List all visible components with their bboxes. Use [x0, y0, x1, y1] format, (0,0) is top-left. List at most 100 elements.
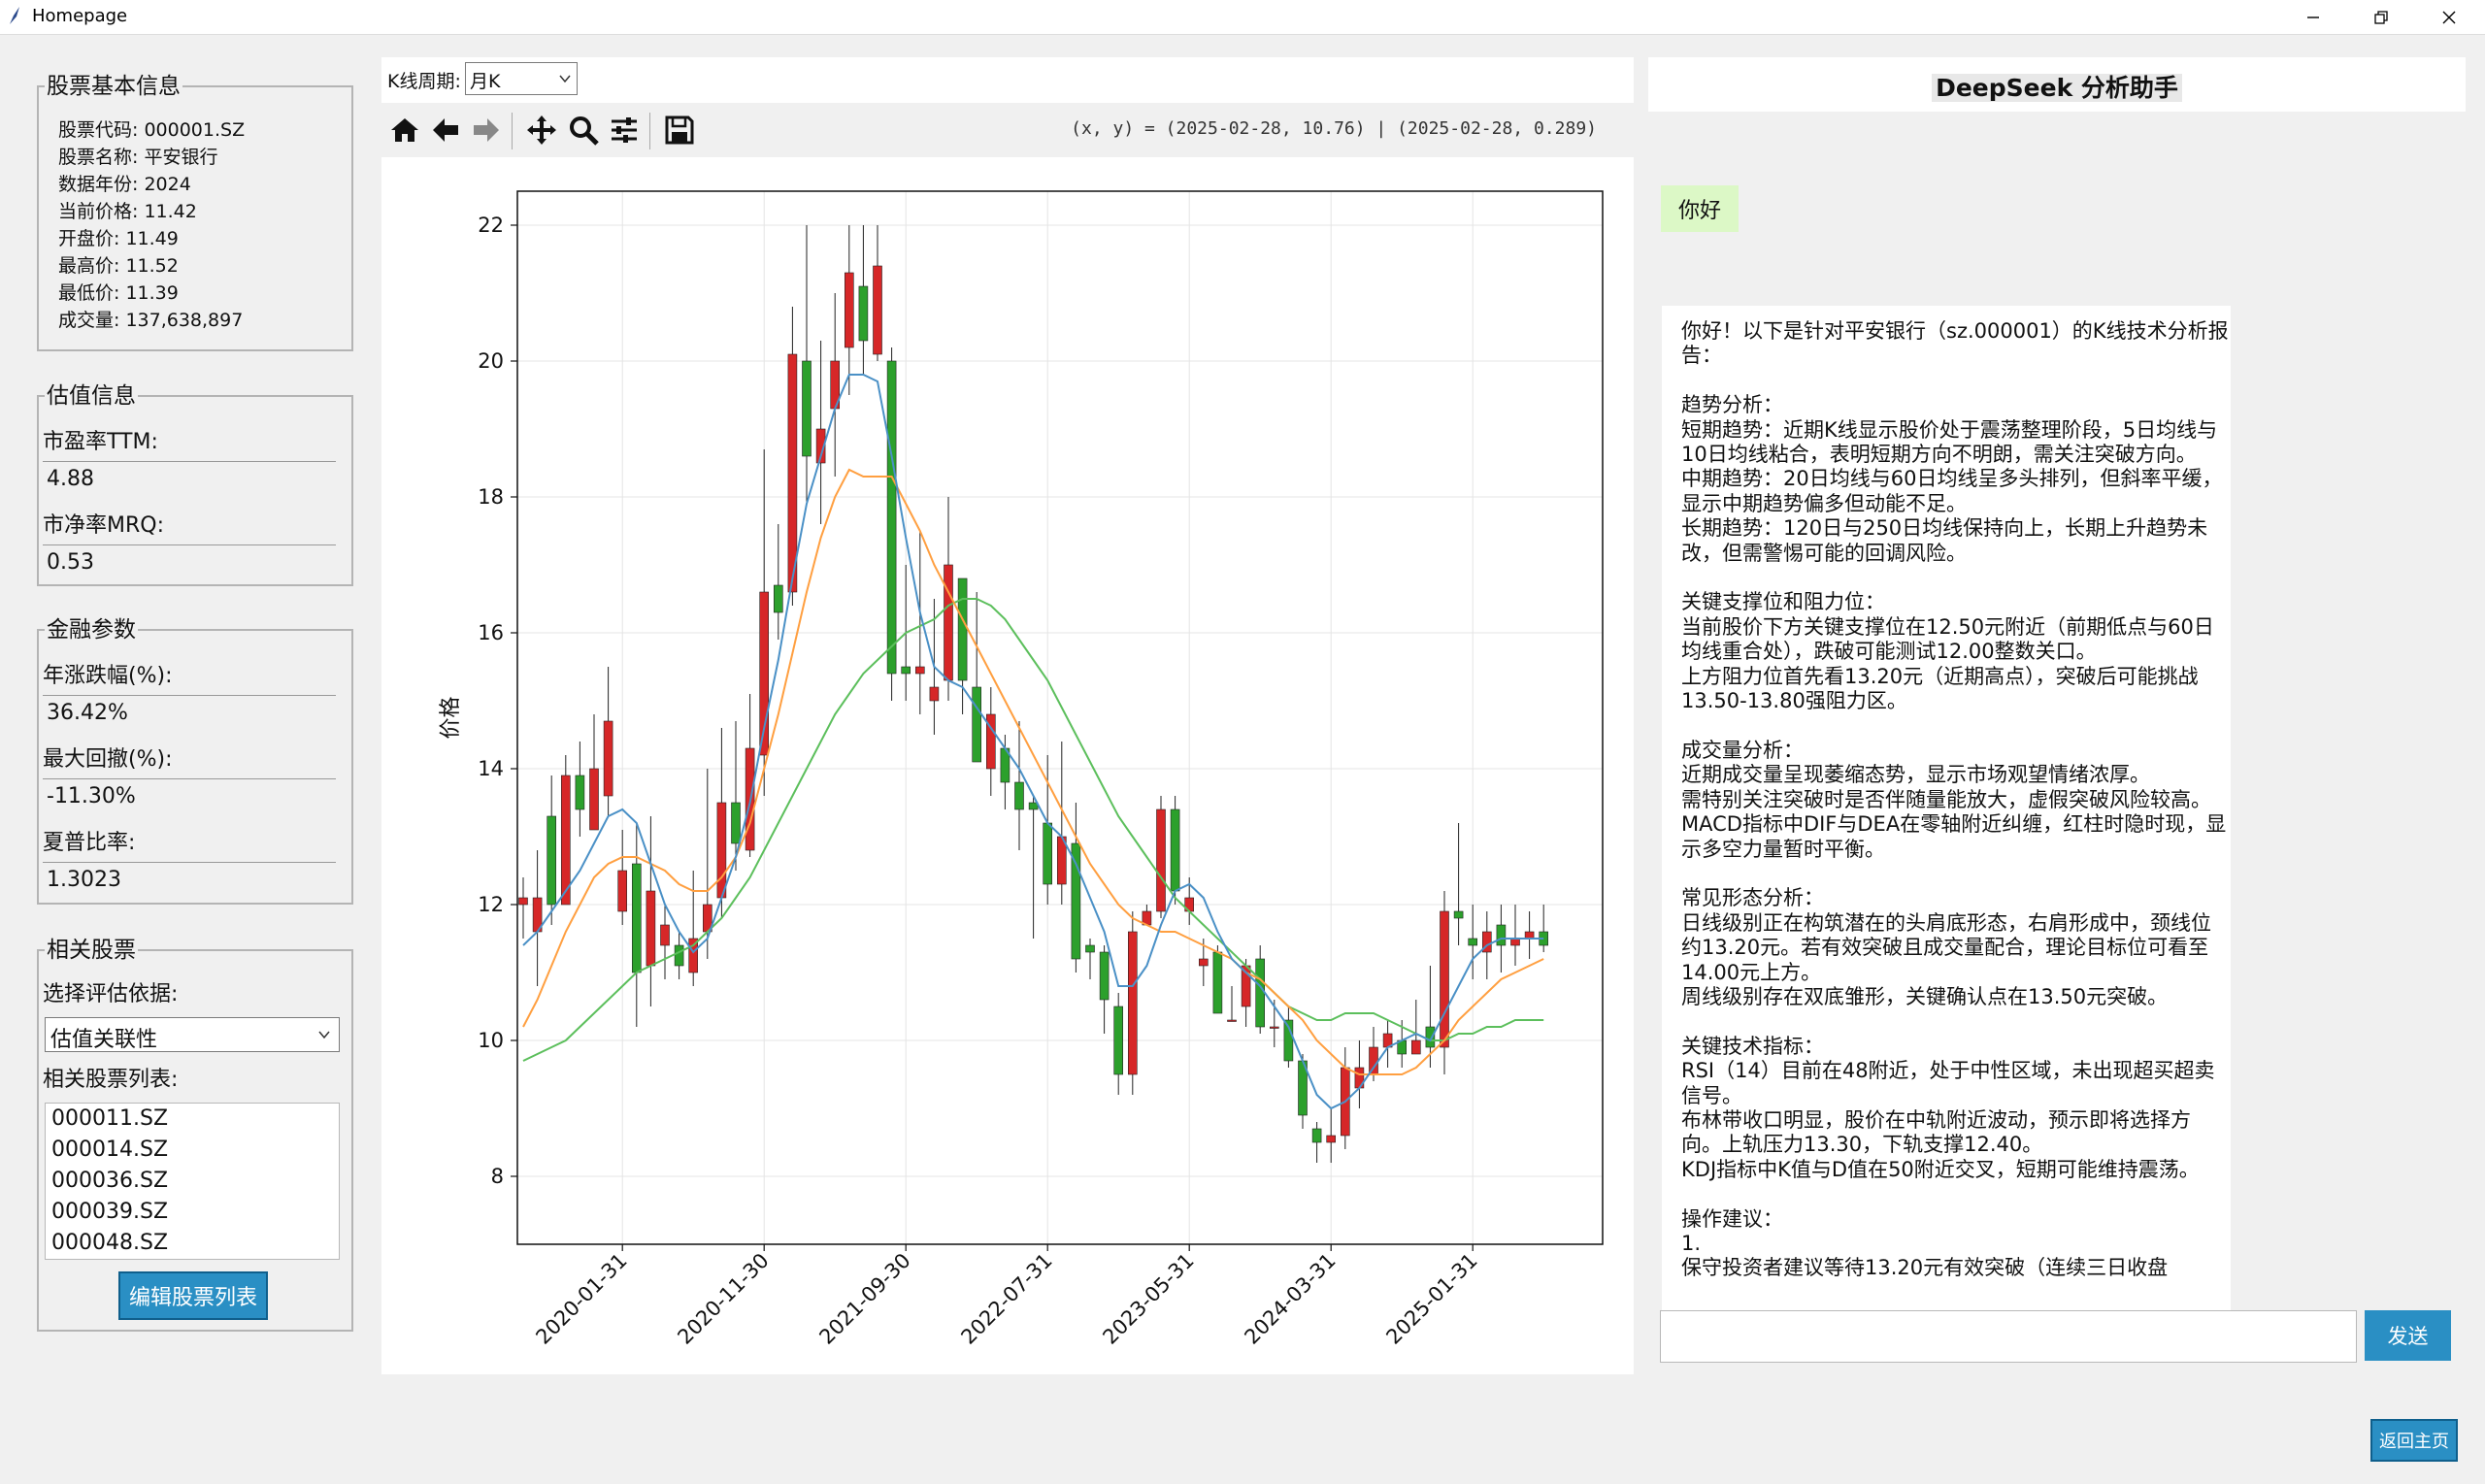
home-tool-button[interactable] [385, 111, 424, 149]
pb-value[interactable]: 0.53 [47, 550, 94, 575]
assistant-paragraph [1681, 862, 2231, 886]
forward-tool-button[interactable] [467, 111, 506, 149]
candle-body [901, 666, 911, 675]
candle-body [518, 897, 528, 906]
candle-body [985, 713, 996, 770]
chat-input[interactable] [1660, 1310, 2357, 1363]
assistant-panel: DeepSeek 分析助手 你好 你好！以下是针对平安银行（sz.000001）… [1648, 57, 2466, 1374]
candle-body [773, 584, 783, 613]
candle-body [1411, 1039, 1421, 1055]
candle-body [802, 360, 812, 457]
y-tick-label: 22 [478, 214, 504, 237]
candle-body [1326, 1135, 1337, 1143]
candle-body [1510, 938, 1520, 946]
home-icon [391, 118, 418, 142]
assistant-paragraph: 保守投资者建议等待13.20元有效突破（连续三日收盘 [1681, 1256, 2169, 1280]
candle-body [1043, 822, 1053, 885]
basis-label: 选择评估依据: [43, 982, 179, 1006]
send-button[interactable]: 发送 [2365, 1310, 2451, 1361]
return-home-button[interactable]: 返回主页 [2370, 1419, 2458, 1462]
close-button[interactable] [2417, 0, 2481, 34]
financial-panel: 金融参数 年涨跌幅(%): 36.42% 最大回撤(%): -11.30% 夏普… [37, 617, 353, 905]
x-tick-label: 2020-01-31 [531, 1249, 631, 1349]
minimize-button[interactable] [2281, 0, 2345, 34]
back-tool-button[interactable] [426, 111, 465, 149]
assistant-message: 你好！以下是针对平安银行（sz.000001）的K线技术分析报告： 趋势分析：短… [1662, 306, 2231, 1335]
toolbar-separator [512, 113, 513, 149]
assistant-paragraph: 需特别关注突破时是否伴随量能放大，虚假突破风险较高。 [1681, 787, 2211, 811]
list-item[interactable]: 000011.SZ [51, 1106, 169, 1131]
close-icon [2442, 11, 2456, 23]
candle-body [972, 686, 982, 763]
candle-body [1524, 931, 1535, 940]
candle-body [787, 353, 798, 593]
candle-body [603, 720, 613, 797]
candle-body [1212, 951, 1223, 1014]
stock-code: 股票代码: 000001.SZ [58, 119, 246, 141]
y-tick-label: 20 [478, 349, 504, 373]
list-item[interactable]: 000039.SZ [51, 1200, 169, 1224]
y-tick-label: 8 [491, 1165, 504, 1188]
restore-button[interactable] [2349, 0, 2413, 34]
assistant-paragraph [1681, 1182, 2231, 1206]
assistant-paragraph [1681, 1009, 2231, 1034]
basis-select[interactable]: 估值关联性 [45, 1017, 340, 1052]
annual-return-value[interactable]: 36.42% [47, 701, 128, 725]
candle-body [957, 577, 968, 681]
list-item[interactable]: 000036.SZ [51, 1169, 169, 1193]
candle-body [1311, 1128, 1322, 1143]
assistant-paragraph: 布林带收口明显，股价在中轨附近波动，预示即将选择方向。上轨压力13.30，下轨支… [1681, 1108, 2191, 1157]
assistant-title-wrap: DeepSeek 分析助手 [1648, 69, 2466, 104]
edit-stock-list-button[interactable]: 编辑股票列表 [118, 1271, 268, 1320]
assistant-paragraph: 上方阻力位首先看13.20元（近期高点），突破后可能挑战13.50-13.80强… [1681, 664, 2199, 713]
pb-label: 市净率MRQ: [43, 513, 164, 538]
assistant-paragraph: RSI（14）目前在48附近，处于中性区域，未出现超买超卖信号。 [1681, 1059, 2215, 1107]
candle-body [1453, 910, 1464, 919]
assistant-paragraph: 常见形态分析： [1681, 886, 1824, 910]
sharpe-label: 夏普比率: [43, 831, 136, 855]
sharpe-value[interactable]: 1.3023 [47, 868, 121, 892]
sharpe-underline [43, 862, 336, 863]
pe-value[interactable]: 4.88 [47, 467, 94, 491]
list-item[interactable]: 000048.SZ [51, 1231, 169, 1255]
related-stocks-list[interactable]: 000011.SZ 000014.SZ 000036.SZ 000039.SZ … [45, 1103, 340, 1260]
candle-body [1127, 931, 1138, 1075]
related-stocks-panel: 相关股票 选择评估依据: 估值关联性 相关股票列表: 000011.SZ 000… [37, 938, 353, 1332]
feather-icon [10, 7, 19, 24]
assistant-paragraph [1681, 369, 2231, 393]
candle-body [1255, 958, 1266, 1028]
assistant-paragraph: 趋势分析： [1681, 393, 1783, 417]
assistant-paragraph: 关键支撑位和阻力位： [1681, 590, 1885, 614]
kline-chart[interactable]: 8 10 12 14 16 18 20 22 2020-01-31 2020-11-30 2021-… [381, 157, 1634, 1374]
chat-history[interactable]: 你好 你好！以下是针对平安银行（sz.000001）的K线技术分析报告： 趋势分… [1648, 125, 2450, 1360]
zoom-tool-button[interactable] [564, 111, 603, 149]
back-arrow-icon [433, 118, 458, 142]
pan-tool-button[interactable] [522, 111, 561, 149]
kline-chart-area[interactable]: 8 10 12 14 16 18 20 22 2020-01-31 2020-11-30 2021-… [381, 157, 1634, 1374]
max-drawdown-value[interactable]: -11.30% [47, 784, 136, 808]
save-tool-button[interactable] [660, 111, 699, 149]
assistant-paragraph: MACD指标中DIF与DEA在零轴附近纠缠，红柱时隐时现，显示多空力量暂时平衡。 [1681, 812, 2227, 861]
basis-select-value: 估值关联性 [50, 1028, 158, 1052]
x-tick-label: 2021-09-30 [814, 1249, 914, 1349]
assistant-paragraph: 成交量分析： [1681, 738, 1804, 762]
kline-period-value: 月K [470, 71, 501, 92]
list-item[interactable]: 000014.SZ [51, 1138, 169, 1162]
candle-body [631, 863, 642, 973]
candle-body [873, 265, 882, 355]
x-tick-label: 2022-07-31 [956, 1249, 1056, 1349]
kline-period-select[interactable]: 月K [465, 62, 578, 95]
candle-body [1283, 1019, 1294, 1062]
kline-period-label: K线周期: [387, 71, 461, 92]
cursor-coordinates: (x, y) = (2025-02-28, 10.76) | (2025-02-… [1071, 118, 1597, 139]
stock-name: 股票名称: 平安银行 [58, 147, 218, 168]
configure-tool-button[interactable] [605, 111, 644, 149]
chevron-down-icon [318, 1031, 330, 1039]
assistant-paragraph: 周线级别存在双底雏形，关键确认点在13.50元突破。 [1681, 984, 2169, 1008]
candle-body [1099, 951, 1110, 1001]
assistant-paragraph: 关键技术指标： [1681, 1034, 1824, 1058]
plot-toolbar: (x, y) = (2025-02-28, 10.76) | (2025-02-… [381, 105, 1634, 157]
candle-body [547, 815, 556, 906]
y-tick-label: 14 [478, 757, 504, 780]
zoom-icon [570, 116, 599, 146]
